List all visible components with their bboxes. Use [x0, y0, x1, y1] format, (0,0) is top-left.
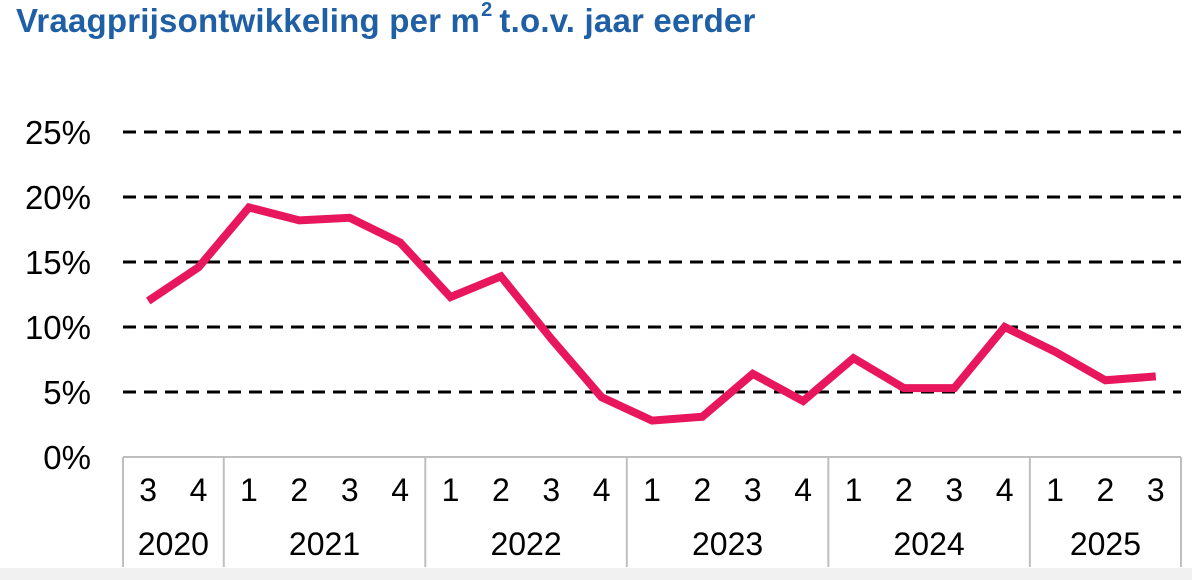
- x-tick-label-year: 2024: [894, 526, 965, 562]
- x-tick-label-year: 2020: [138, 526, 209, 562]
- chart-title-superscript: 2: [481, 0, 493, 21]
- x-tick-label-quarter: 4: [794, 472, 812, 508]
- x-tick-label-year: 2023: [692, 526, 763, 562]
- y-axis-ticks: 0% 5% 10% 15% 20% 25%: [25, 114, 91, 476]
- y-tick-label: 5%: [43, 374, 91, 411]
- series-layer: [145, 202, 1157, 425]
- y-tick-label: 15%: [25, 244, 91, 281]
- x-tick-label-quarter: 1: [240, 472, 258, 508]
- x-tick-label-quarter: 3: [945, 472, 963, 508]
- x-tick-label-quarter: 4: [593, 472, 611, 508]
- x-tick-label-quarter: 3: [1147, 472, 1165, 508]
- y-tick-label: 10%: [25, 309, 91, 346]
- x-tick-label-quarter: 4: [996, 472, 1014, 508]
- x-tick-label-quarter: 2: [895, 472, 913, 508]
- x-tick-label-year: 2025: [1070, 526, 1141, 562]
- x-tick-label-quarter: 3: [341, 472, 359, 508]
- chart-title-suffix: t.o.v. jaar eerder: [499, 2, 756, 39]
- footer-band: [0, 568, 1192, 580]
- x-tick-label-quarter: 2: [693, 472, 711, 508]
- y-tick-label: 20%: [25, 179, 91, 216]
- x-tick-label-year: 2022: [490, 526, 561, 562]
- x-tick-label-quarter: 2: [492, 472, 510, 508]
- gridlines: [123, 130, 1181, 394]
- chart-title-text: Vraagprijsontwikkeling per m: [16, 2, 481, 39]
- x-tick-label-quarter: 1: [1046, 472, 1064, 508]
- x-tick-label-quarter: 1: [643, 472, 661, 508]
- x-tick-label-quarter: 4: [391, 472, 409, 508]
- x-tick-label-quarter: 1: [845, 472, 863, 508]
- x-tick-label-quarter: 2: [290, 472, 308, 508]
- series-line: [145, 202, 1157, 425]
- x-tick-label-quarter: 3: [139, 472, 157, 508]
- x-tick-label-quarter: 1: [442, 472, 460, 508]
- y-tick-label: 25%: [25, 114, 91, 151]
- x-tick-label-quarter: 4: [190, 472, 208, 508]
- x-tick-label-quarter: 3: [542, 472, 560, 508]
- y-tick-label: 0%: [43, 439, 91, 476]
- x-tick-label-quarter: 2: [1097, 472, 1115, 508]
- x-tick-label-year: 2021: [289, 526, 360, 562]
- x-tick-label-quarter: 3: [744, 472, 762, 508]
- chart-title: Vraagprijsontwikkeling per m2 t.o.v. jaar…: [16, 0, 756, 40]
